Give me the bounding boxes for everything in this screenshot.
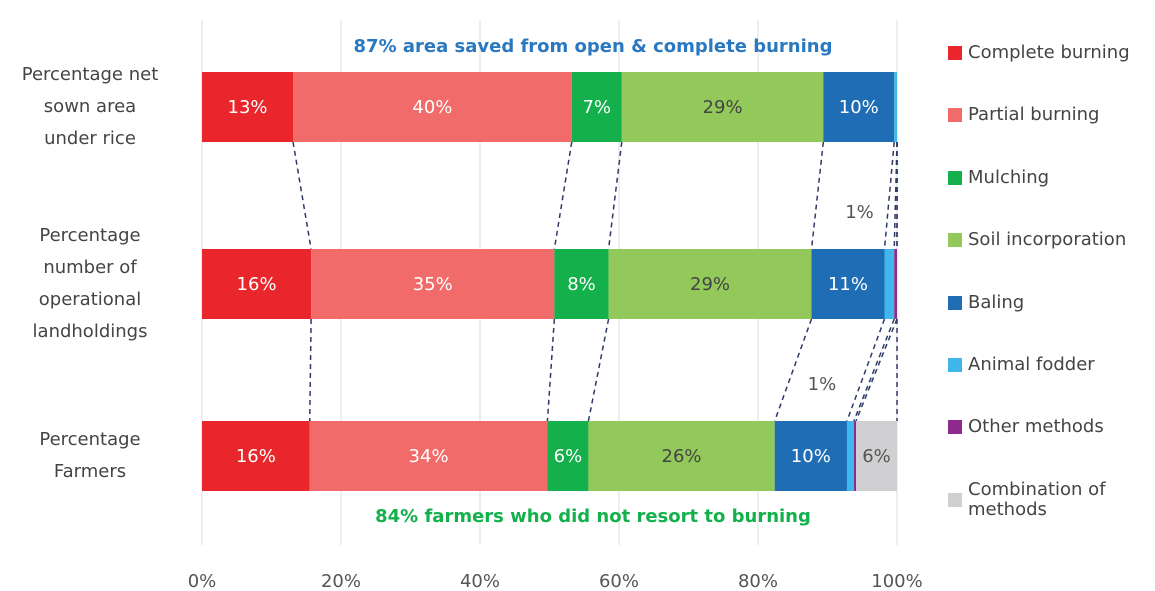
connector xyxy=(810,141,825,250)
legend-swatch xyxy=(948,233,962,248)
value-label: 40% xyxy=(412,97,452,118)
legend-item: Mulching xyxy=(948,166,1155,188)
legend-item: Soil incorporation xyxy=(948,230,1155,250)
bar-segment xyxy=(571,72,622,142)
bar-segment xyxy=(202,249,312,319)
connector xyxy=(883,141,895,250)
value-label: 29% xyxy=(703,97,743,118)
x-tick-label: 60% xyxy=(599,571,639,591)
legend-label: Other methods xyxy=(968,416,1104,438)
value-label: 10% xyxy=(839,97,879,118)
value-label: 16% xyxy=(237,274,277,295)
legend-swatch xyxy=(948,108,962,123)
legend-swatch xyxy=(948,492,962,507)
value-label: 10% xyxy=(791,446,831,467)
connector xyxy=(773,318,813,422)
legend-label: Soil incorporation xyxy=(968,229,1127,251)
connector xyxy=(546,318,556,422)
value-label: 7% xyxy=(582,97,611,118)
connector xyxy=(607,141,623,250)
bar-segment xyxy=(894,72,897,142)
legend-swatch xyxy=(948,295,962,310)
category-label: Percentage number of operational landhol… xyxy=(32,225,148,342)
bar-segment xyxy=(855,421,897,491)
x-tick-label: 80% xyxy=(738,571,778,591)
bar-segment xyxy=(309,421,548,491)
x-tick-label: 100% xyxy=(871,571,922,591)
legend-label: Combination of methods xyxy=(968,478,1106,520)
bar-segment xyxy=(547,421,589,491)
legend-label: Mulching xyxy=(968,166,1050,188)
value-label: 1% xyxy=(808,374,837,395)
bar-segment xyxy=(311,249,555,319)
connector xyxy=(855,318,898,422)
value-label: 26% xyxy=(662,446,702,467)
bar-segment xyxy=(202,72,294,142)
legend-item: Animal fodder xyxy=(948,355,1155,375)
category-label: Percentage net sown area under rice xyxy=(21,64,159,149)
legend-swatch xyxy=(948,420,962,435)
bar-segment xyxy=(811,249,885,319)
bar-segment xyxy=(293,72,572,142)
category-label: Percentage Farmers xyxy=(39,429,141,482)
legend-item: Partial burning xyxy=(948,105,1155,125)
value-label: 35% xyxy=(413,274,453,295)
connector xyxy=(853,318,895,422)
legend-label: Complete burning xyxy=(968,42,1130,63)
x-tick-label: 20% xyxy=(321,571,361,591)
value-label: 6% xyxy=(554,446,583,467)
value-label: 8% xyxy=(567,274,596,295)
legend-item: Complete burning xyxy=(948,43,1155,63)
value-label: 16% xyxy=(236,446,276,467)
value-label: 1% xyxy=(845,202,874,223)
legend-item: Baling xyxy=(948,291,1155,313)
bar-segment xyxy=(608,249,812,319)
connector xyxy=(846,318,886,422)
value-label: 29% xyxy=(690,274,730,295)
connector xyxy=(553,141,573,250)
bar-segment xyxy=(884,249,895,319)
annotation: 87% area saved from open & complete burn… xyxy=(354,36,833,57)
legend-label: Baling xyxy=(968,291,1025,313)
value-label: 6% xyxy=(862,446,891,467)
bar-segment xyxy=(554,249,609,319)
legend-swatch xyxy=(948,358,962,372)
legend-label: Partial burning xyxy=(968,104,1100,126)
bar-segment xyxy=(823,72,895,142)
annotation: 84% farmers who did not resort to burnin… xyxy=(375,506,811,527)
bar-segment xyxy=(774,421,847,491)
legend-label: Animal fodder xyxy=(968,354,1095,375)
value-label: 11% xyxy=(828,274,868,295)
bar-segment xyxy=(202,421,310,491)
connector xyxy=(587,318,610,422)
value-label: 13% xyxy=(228,97,268,118)
bar-segment xyxy=(588,421,775,491)
x-tick-label: 40% xyxy=(460,571,500,591)
legend-swatch xyxy=(948,170,962,185)
bar-segment xyxy=(853,421,856,491)
bar-segment xyxy=(621,72,824,142)
x-tick-label: 0% xyxy=(188,571,217,591)
connector xyxy=(292,141,312,250)
bar-segment xyxy=(894,249,897,319)
legend-swatch xyxy=(948,46,962,60)
legend-item: Other methods xyxy=(948,417,1155,437)
value-label: 34% xyxy=(409,446,449,467)
connector xyxy=(308,318,312,422)
bar-segment xyxy=(846,421,854,491)
legend-item: Combination of methods xyxy=(948,478,1155,520)
